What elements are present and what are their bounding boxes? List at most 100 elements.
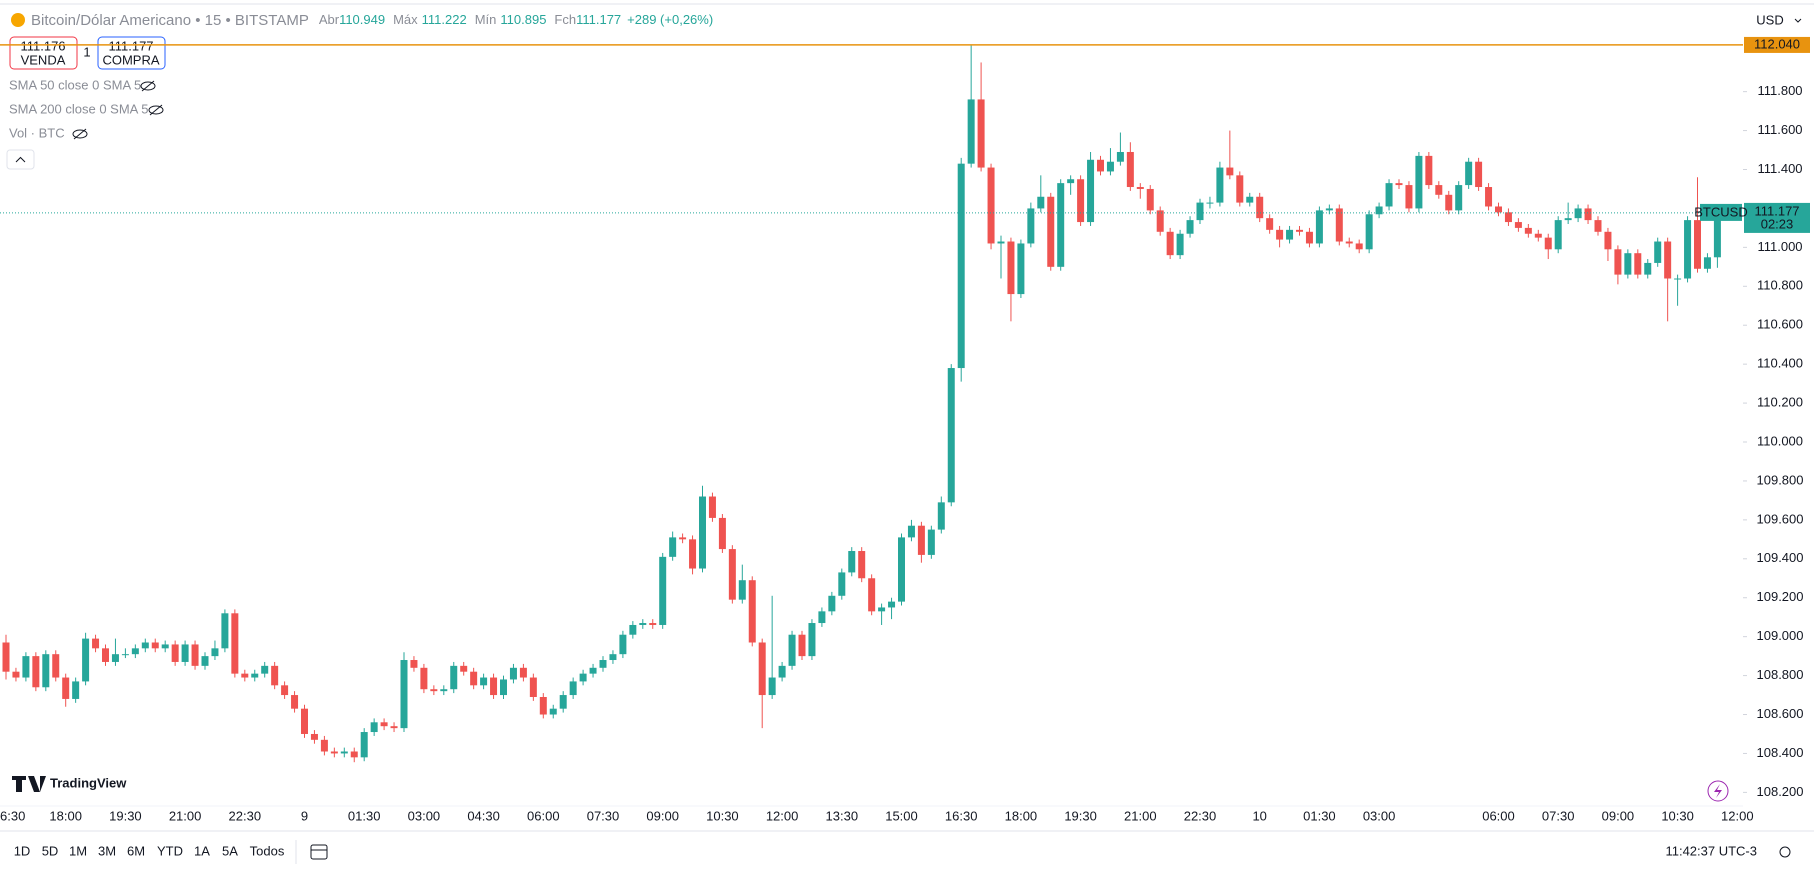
x-tick-label: 21:00 bbox=[169, 808, 202, 823]
candle-body bbox=[291, 695, 299, 709]
candle-body bbox=[161, 644, 169, 649]
plot-area: 108.200 108.400 108.600 108.800 109.000 109.2… bbox=[0, 36, 1810, 823]
eye-slash bbox=[141, 80, 155, 92]
y-tick-label: 111.800 bbox=[1757, 83, 1802, 98]
x-tick-label: 06:00 bbox=[1482, 808, 1515, 823]
candle-body bbox=[1415, 155, 1423, 209]
close-value: 111.177 bbox=[576, 12, 621, 27]
candle-body bbox=[708, 496, 716, 518]
y-tick-label: 110.000 bbox=[1757, 433, 1803, 448]
range-button[interactable]: Todos bbox=[250, 843, 285, 858]
candle-body bbox=[2, 642, 10, 672]
calendar-button[interactable] bbox=[310, 844, 328, 860]
x-tick-label: 09:00 bbox=[646, 808, 679, 823]
candle-body bbox=[121, 654, 129, 656]
candle-body bbox=[1385, 183, 1393, 207]
candle-body bbox=[470, 671, 478, 686]
range-button[interactable]: 3M bbox=[98, 843, 116, 858]
x-tick-label: 10:30 bbox=[706, 808, 739, 823]
currency-dropdown[interactable] bbox=[1794, 18, 1802, 23]
candle-body bbox=[1206, 202, 1214, 204]
candle-body bbox=[589, 667, 597, 674]
currency[interactable]: USD bbox=[1756, 12, 1783, 27]
y-tick-label: 109.200 bbox=[1757, 589, 1804, 604]
high-value: 111.222 bbox=[422, 12, 467, 27]
candle-body bbox=[997, 241, 1005, 244]
candle-body bbox=[519, 667, 527, 678]
candle-body bbox=[360, 732, 368, 758]
candle-body bbox=[907, 525, 915, 538]
sell-price: 111.176 bbox=[20, 38, 65, 53]
candle-body bbox=[1146, 188, 1154, 211]
candle-body bbox=[559, 695, 567, 709]
candle-body bbox=[1296, 229, 1303, 232]
x-tick-label: 15:00 bbox=[885, 808, 918, 823]
range-button[interactable]: 5A bbox=[222, 843, 238, 858]
countdown: 02:23 bbox=[1761, 216, 1794, 231]
candle-body bbox=[1176, 233, 1184, 256]
candle-body bbox=[22, 656, 30, 678]
y-tick-label: 109.000 bbox=[1757, 628, 1804, 643]
candle-body bbox=[1534, 233, 1542, 238]
candle-body bbox=[768, 677, 776, 696]
range-button[interactable]: 1M bbox=[69, 843, 87, 858]
candle-body bbox=[699, 496, 706, 569]
candle-body bbox=[679, 537, 687, 540]
candle-body bbox=[1654, 241, 1662, 263]
candle-body bbox=[92, 638, 100, 649]
candle-body bbox=[1017, 243, 1025, 295]
candle-body bbox=[131, 648, 139, 655]
lightning-button[interactable] bbox=[1707, 780, 1729, 802]
candle-body bbox=[310, 733, 318, 740]
x-tick-label: 04:30 bbox=[467, 808, 500, 823]
candle-body bbox=[1246, 196, 1254, 203]
candle-body bbox=[1624, 253, 1632, 275]
candle-body bbox=[599, 660, 607, 668]
candle-body bbox=[619, 634, 627, 655]
range-button[interactable]: 6M bbox=[127, 843, 145, 858]
candle-body bbox=[1276, 229, 1284, 240]
collapse-button[interactable] bbox=[6, 149, 35, 170]
candle-body bbox=[1067, 179, 1075, 184]
eye-icon[interactable] bbox=[72, 128, 88, 140]
candle-body bbox=[1186, 220, 1194, 234]
range-button[interactable]: 1D bbox=[14, 843, 31, 858]
candle-body bbox=[261, 665, 269, 674]
x-tick-label: 10 bbox=[1252, 808, 1266, 823]
candle-body bbox=[430, 689, 438, 692]
symbol: Bitcoin/Dólar Americano • 15 • BITSTAMP bbox=[31, 12, 309, 29]
range-button[interactable]: YTD bbox=[157, 843, 183, 858]
high-label: Máx bbox=[393, 12, 418, 27]
candle-body bbox=[1614, 249, 1622, 275]
eye-icon[interactable] bbox=[148, 104, 164, 116]
candle-body bbox=[778, 665, 786, 678]
btc-icon bbox=[11, 13, 25, 27]
candle-body bbox=[1703, 257, 1711, 269]
candle-body bbox=[320, 739, 328, 752]
x-tick-label: 18:00 bbox=[49, 808, 82, 823]
x-tick-label: 16:30 bbox=[945, 808, 978, 823]
range-button[interactable]: 1A bbox=[194, 843, 210, 858]
x-tick-label: 12:00 bbox=[766, 808, 799, 823]
eye-outline bbox=[140, 81, 156, 91]
x-tick-label: 10:30 bbox=[1661, 808, 1694, 823]
candle-body bbox=[480, 677, 488, 686]
y-tick-label: 110.800 bbox=[1757, 278, 1803, 293]
candle-body bbox=[1544, 237, 1552, 250]
candle-body bbox=[1445, 194, 1453, 211]
candle-body bbox=[539, 696, 547, 715]
y-tick-label: 108.400 bbox=[1757, 745, 1804, 760]
candle-body bbox=[818, 611, 826, 624]
range-button[interactable]: 5D bbox=[42, 843, 59, 858]
candle-body bbox=[1664, 241, 1672, 279]
candle-body bbox=[629, 624, 637, 635]
candle-body bbox=[460, 665, 468, 672]
symbol-tag: BTCUSD bbox=[1694, 204, 1747, 219]
settings-button[interactable] bbox=[1779, 846, 1791, 858]
candle-body bbox=[1106, 161, 1114, 172]
candle-body bbox=[509, 667, 517, 680]
candle-body bbox=[380, 722, 388, 727]
eye-icon[interactable] bbox=[140, 80, 156, 92]
y-tick-label: 109.600 bbox=[1757, 511, 1804, 526]
